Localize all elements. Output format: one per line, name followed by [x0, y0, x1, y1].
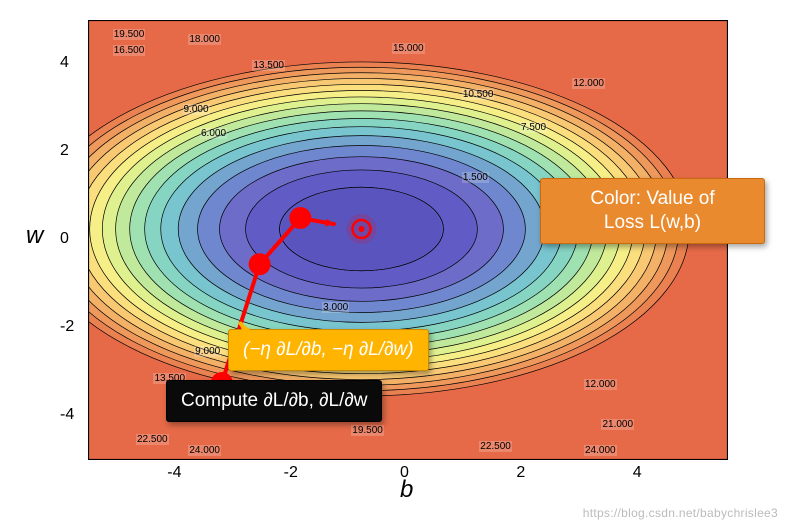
contour-band-label: 21.000: [601, 419, 634, 430]
y-axis-label: w: [26, 222, 43, 250]
y-tick-label: 2: [60, 142, 69, 160]
contour-band-label: 9.000: [183, 104, 210, 115]
contour-band-label: 3.000: [322, 302, 349, 313]
contour-band-label: 16.500: [113, 45, 146, 56]
y-tick-label: -2: [60, 318, 74, 336]
callout-grad-vector: (−η ∂L/∂b, −η ∂L/∂w): [228, 329, 429, 371]
x-tick-label: 0: [400, 464, 409, 482]
x-tick-label: -2: [284, 464, 298, 482]
callout-color-legend-l2: Loss L(w,b): [555, 211, 750, 235]
y-tick-label: 4: [60, 54, 69, 72]
x-tick-label: -4: [167, 464, 181, 482]
contour-band-label: 18.000: [188, 34, 221, 45]
contour-band-label: 12.000: [584, 379, 617, 390]
x-tick-label: 4: [633, 464, 642, 482]
contour-band-label: 6.000: [200, 128, 227, 139]
contour-band-label: 7.500: [520, 122, 547, 133]
contour-band-label: 19.500: [351, 425, 384, 436]
contour-band-label: 10.500: [462, 89, 495, 100]
callout-color-legend: Color: Value of Loss L(w,b): [540, 178, 765, 244]
callout-color-legend-l1: Color: Value of: [555, 187, 750, 211]
watermark: https://blog.csdn.net/babychrislee3: [583, 506, 778, 520]
contour-band-label: 19.500: [113, 29, 146, 40]
contour-band-label: 1.500: [462, 172, 489, 183]
y-tick-label: 0: [60, 230, 69, 248]
contour-band-label: 12.000: [572, 78, 605, 89]
contour-band-label: 24.000: [188, 445, 221, 456]
contour-band-label: 9.000: [194, 346, 221, 357]
contour-band-label: 22.500: [136, 434, 169, 445]
x-tick-label: 2: [516, 464, 525, 482]
contour-band-label: 15.000: [392, 43, 425, 54]
callout-compute: Compute ∂L/∂b, ∂L/∂w: [166, 380, 382, 422]
contour-band-label: 13.500: [252, 60, 285, 71]
contour-band-label: 24.000: [584, 445, 617, 456]
y-tick-label: -4: [60, 406, 74, 424]
contour-band-label: 22.500: [479, 441, 512, 452]
